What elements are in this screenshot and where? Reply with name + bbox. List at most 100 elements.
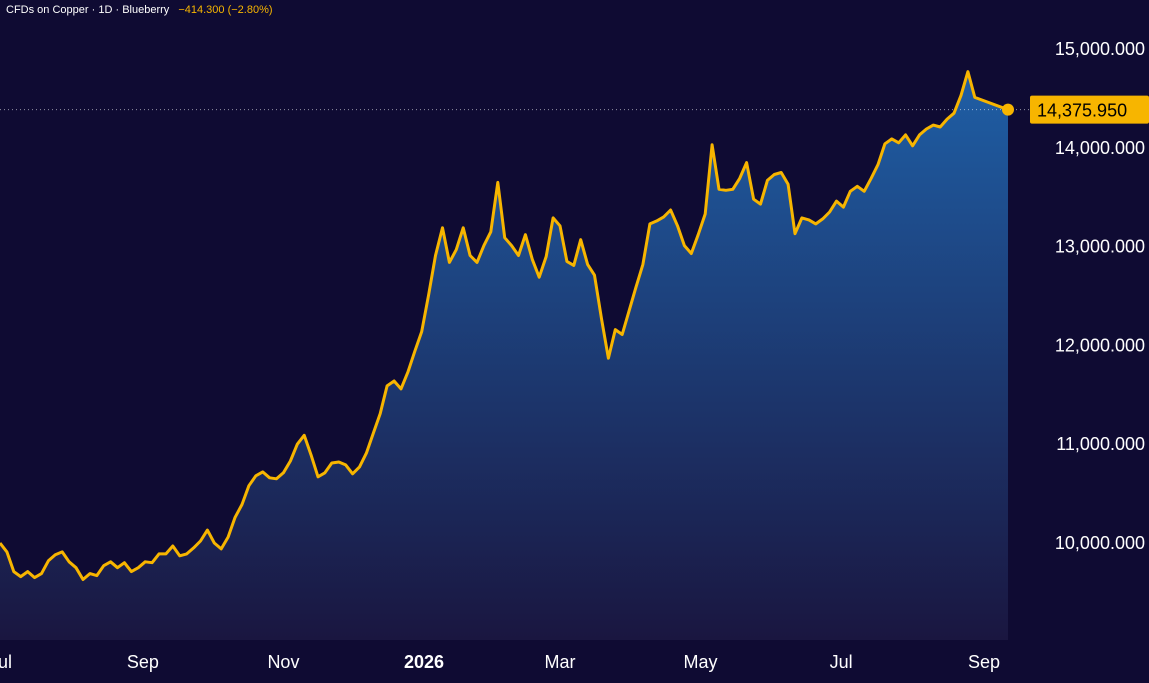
price-point [420, 330, 423, 333]
x-tick-label: May [684, 652, 718, 672]
price-line [0, 70, 1009, 581]
price-point [455, 248, 458, 251]
y-tick-label: 14,000.000 [1055, 138, 1145, 158]
y-tick-label: 10,000.000 [1055, 533, 1145, 553]
price-point [151, 561, 154, 564]
price-point [220, 547, 223, 550]
price-point [600, 317, 603, 320]
price-point [503, 236, 506, 239]
price-point [123, 561, 126, 564]
price-point [393, 379, 396, 382]
legend-theme: Blueberry [122, 4, 170, 16]
price-point [807, 218, 810, 221]
price-point [607, 357, 610, 360]
price-point [787, 183, 790, 186]
price-point [531, 258, 534, 261]
price-point [171, 544, 174, 547]
price-point [911, 144, 914, 147]
price-point [621, 333, 624, 336]
price-point [918, 133, 921, 136]
last-price-tag[interactable]: 14,375.950 [1030, 95, 1149, 124]
price-point [849, 190, 852, 193]
price-point [932, 124, 935, 127]
price-point [282, 471, 285, 474]
price-point [939, 126, 942, 129]
price-point [406, 371, 409, 374]
price-point [5, 550, 8, 553]
x-axis: Jul Sep Nov 2026 Mar May Jul Sep [0, 652, 1000, 672]
price-point [158, 552, 161, 555]
price-point [310, 454, 313, 457]
price-point [261, 470, 264, 473]
price-point [19, 575, 22, 578]
price-point [372, 432, 375, 435]
price-point [883, 142, 886, 145]
price-point [628, 309, 631, 312]
price-point [953, 112, 956, 115]
price-point [448, 261, 451, 264]
legend-instrument[interactable]: CFDs on Copper [6, 4, 89, 16]
price-point [579, 238, 582, 241]
last-price-dot[interactable] [1002, 103, 1014, 116]
price-point [337, 460, 340, 463]
x-tick-label: Sep [127, 652, 159, 672]
price-point [413, 350, 416, 353]
price-point [199, 540, 202, 543]
y-tick-label: 12,000.000 [1055, 335, 1145, 355]
price-point [344, 463, 347, 466]
price-point [897, 141, 900, 144]
price-point [317, 475, 320, 478]
price-point [524, 233, 527, 236]
price-point [358, 465, 361, 468]
price-point [441, 226, 444, 229]
price-point [95, 574, 98, 577]
price-area-fill [0, 71, 1008, 640]
price-point [399, 387, 402, 390]
price-point [904, 133, 907, 136]
chart-legend: CFDs on Copper · 1D · Blueberry −414.300… [6, 4, 273, 16]
price-point [469, 254, 472, 257]
price-point [759, 203, 762, 206]
price-point [275, 477, 278, 480]
price-point [669, 209, 672, 212]
price-point [870, 177, 873, 180]
price-point [434, 254, 437, 257]
price-point [517, 254, 520, 257]
price-point [254, 474, 257, 477]
price-point [655, 219, 658, 222]
price-point [641, 263, 644, 266]
price-point [745, 161, 748, 164]
x-tick-label: Nov [267, 652, 299, 672]
price-point [973, 96, 976, 99]
price-point [386, 384, 389, 387]
price-point [738, 177, 741, 180]
y-tick-label: 13,000.000 [1055, 237, 1145, 257]
price-point [717, 188, 720, 191]
price-point [192, 546, 195, 549]
y-tick-label: 15,000.000 [1055, 39, 1145, 59]
price-point [476, 261, 479, 264]
price-point [427, 294, 430, 297]
price-point [724, 189, 727, 192]
price-point [234, 516, 237, 519]
price-point [966, 70, 969, 73]
price-point [676, 224, 679, 227]
price-point [137, 566, 140, 569]
price-point [704, 212, 707, 215]
price-point [26, 570, 29, 573]
legend-interval[interactable]: 1D [98, 4, 113, 16]
price-point [552, 216, 555, 219]
price-point [614, 328, 617, 331]
price-point [890, 137, 893, 140]
price-point [876, 163, 879, 166]
price-point [109, 560, 112, 563]
price-point [946, 118, 949, 121]
price-point [303, 434, 306, 437]
price-point [510, 244, 513, 247]
price-point [863, 190, 866, 193]
price-point [821, 217, 824, 220]
price-point [697, 233, 700, 236]
price-point [496, 181, 499, 184]
price-point [635, 286, 638, 289]
